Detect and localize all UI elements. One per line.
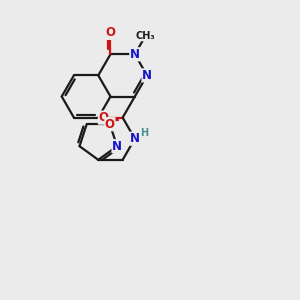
Text: N: N: [130, 48, 140, 61]
Text: O: O: [106, 26, 116, 39]
Text: H: H: [141, 128, 149, 138]
Text: N: N: [130, 132, 140, 145]
Text: O: O: [105, 118, 115, 130]
Text: N: N: [112, 140, 122, 153]
Text: O: O: [98, 111, 108, 124]
Text: CH₃: CH₃: [136, 31, 155, 41]
Text: N: N: [142, 69, 152, 82]
